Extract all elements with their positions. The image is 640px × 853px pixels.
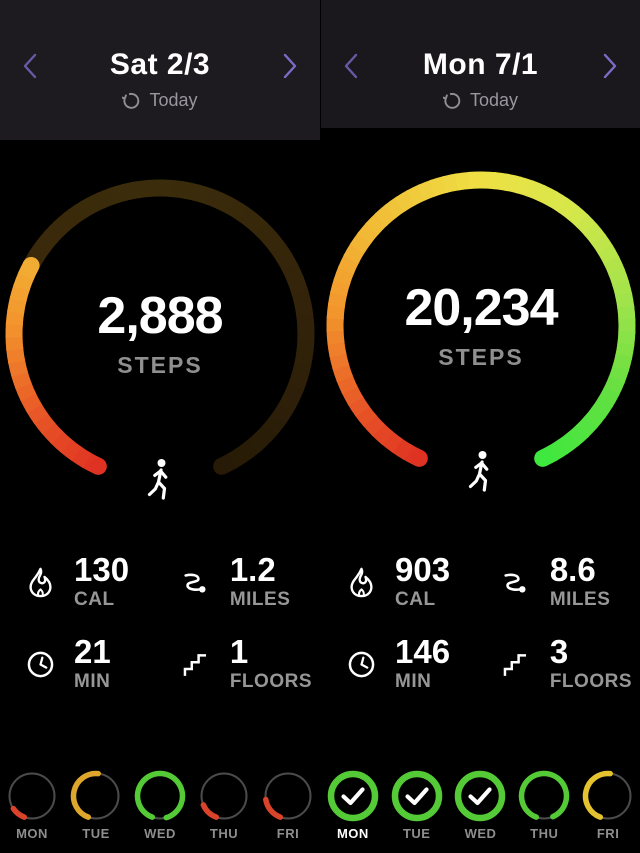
day-progress-ring bbox=[327, 770, 379, 822]
steps-readout: 20,234 STEPS bbox=[321, 282, 640, 371]
stat-value: 130 bbox=[74, 551, 130, 588]
day-panel-right: Mon 7/1 Today 20,234 STEPS bbox=[320, 0, 640, 853]
header: Mon 7/1 Today bbox=[321, 0, 640, 128]
day-label: TUE bbox=[82, 826, 110, 841]
steps-gauge-ring bbox=[5, 179, 315, 475]
page-title: Mon 7/1 bbox=[422, 48, 539, 81]
chevron-right-icon bbox=[603, 53, 617, 79]
next-day-button[interactable] bbox=[594, 50, 624, 82]
stat-label: FLOORS bbox=[549, 671, 632, 692]
stat-minutes: 146 MIN bbox=[341, 632, 484, 696]
stat-calories: 130 CAL bbox=[20, 550, 164, 614]
next-day-button[interactable] bbox=[274, 50, 304, 82]
stat-value: 1 bbox=[229, 633, 249, 670]
week-day-thu[interactable]: THU bbox=[512, 770, 576, 841]
stat-label: CAL bbox=[74, 589, 115, 610]
stat-label: MIN bbox=[74, 671, 111, 692]
stat-label: FLOORS bbox=[229, 671, 312, 692]
week-day-fri[interactable]: FRI bbox=[576, 770, 640, 841]
stat-floors: 3 FLOORS bbox=[484, 632, 632, 696]
steps-label: STEPS bbox=[117, 352, 203, 378]
week-day-wed[interactable]: WED bbox=[128, 770, 192, 841]
steps-value: 20,234 bbox=[404, 279, 558, 337]
page-title: Sat 2/3 bbox=[109, 48, 211, 81]
steps-gauge-area: 2,888 STEPS bbox=[0, 174, 320, 524]
day-progress-ring bbox=[519, 770, 570, 820]
today-button[interactable]: Today bbox=[421, 90, 541, 111]
stairs-icon bbox=[176, 649, 216, 680]
week-day-fri[interactable]: FRI bbox=[256, 770, 320, 841]
today-label: Today bbox=[149, 90, 198, 110]
clock-icon bbox=[341, 649, 381, 680]
stat-calories: 903 CAL bbox=[341, 550, 484, 614]
stat-floors: 1 FLOORS bbox=[164, 632, 312, 696]
stat-miles: 1.2 MILES bbox=[164, 550, 312, 614]
week-day-mon[interactable]: MON bbox=[321, 770, 385, 841]
day-label: WED bbox=[464, 826, 497, 841]
day-label: MON bbox=[336, 826, 369, 841]
day-progress-ring bbox=[134, 770, 186, 821]
week-row: MON TUE WED THU FRI bbox=[321, 770, 640, 841]
chevron-right-icon bbox=[283, 53, 297, 79]
day-label: MON bbox=[16, 826, 48, 841]
stat-label: MILES bbox=[229, 589, 291, 610]
day-label: WED bbox=[144, 826, 176, 841]
week-day-tue[interactable]: TUE bbox=[385, 770, 449, 841]
prev-day-button[interactable] bbox=[337, 50, 367, 82]
clock-icon bbox=[20, 649, 60, 680]
stat-label: MILES bbox=[549, 589, 611, 610]
steps-label: STEPS bbox=[438, 344, 524, 370]
stat-value: 8.6 bbox=[549, 551, 596, 588]
day-label: THU bbox=[530, 826, 559, 841]
stat-label: MIN bbox=[395, 671, 432, 692]
day-progress-ring bbox=[391, 770, 442, 822]
day-progress-ring bbox=[8, 772, 56, 820]
week-day-tue[interactable]: TUE bbox=[64, 770, 128, 841]
day-progress-ring bbox=[70, 770, 120, 820]
day-progress-ring bbox=[455, 770, 506, 822]
chevron-left-icon bbox=[23, 53, 37, 79]
stat-value: 3 bbox=[549, 633, 569, 670]
day-progress-ring bbox=[582, 770, 632, 820]
week-row: MON TUE WED THU FRI bbox=[0, 770, 320, 841]
flame-icon bbox=[341, 566, 381, 599]
stat-value: 1.2 bbox=[229, 551, 276, 588]
day-progress-ring bbox=[200, 772, 248, 820]
day-label: FRI bbox=[276, 826, 300, 841]
stairs-icon bbox=[496, 649, 536, 680]
week-day-mon[interactable]: MON bbox=[0, 770, 64, 841]
prev-day-button[interactable] bbox=[16, 50, 46, 82]
steps-value: 2,888 bbox=[97, 287, 223, 345]
stats-grid: 903 CAL 8.6 MILES bbox=[321, 550, 640, 696]
day-progress-ring bbox=[263, 772, 312, 820]
day-label: FRI bbox=[596, 826, 620, 841]
today-label: Today bbox=[469, 90, 519, 110]
stat-value: 21 bbox=[74, 633, 111, 670]
refresh-icon bbox=[442, 92, 461, 109]
route-icon bbox=[176, 569, 216, 596]
stats-grid: 130 CAL 1.2 MILES bbox=[0, 550, 320, 696]
day-label: THU bbox=[209, 826, 239, 841]
stat-value: 146 bbox=[395, 633, 451, 670]
chevron-left-icon bbox=[344, 53, 358, 79]
route-icon bbox=[496, 569, 536, 596]
flame-icon bbox=[20, 566, 60, 599]
header: Sat 2/3 Today bbox=[0, 0, 320, 140]
stat-minutes: 21 MIN bbox=[20, 632, 164, 696]
stat-value: 903 bbox=[395, 551, 451, 588]
day-label: TUE bbox=[402, 826, 431, 841]
day-panel-left: Sat 2/3 Today 2,888 STEPS bbox=[0, 0, 320, 841]
today-button[interactable]: Today bbox=[100, 90, 220, 111]
week-day-thu[interactable]: THU bbox=[192, 770, 256, 841]
walker-icon bbox=[0, 458, 320, 502]
stat-label: CAL bbox=[395, 589, 436, 610]
walker-icon bbox=[321, 450, 640, 494]
steps-gauge-ring bbox=[326, 171, 636, 467]
stat-miles: 8.6 MILES bbox=[484, 550, 632, 614]
refresh-icon bbox=[122, 92, 140, 109]
steps-gauge-area: 20,234 STEPS bbox=[321, 166, 640, 516]
week-day-wed[interactable]: WED bbox=[449, 770, 513, 841]
steps-readout: 2,888 STEPS bbox=[0, 290, 320, 379]
